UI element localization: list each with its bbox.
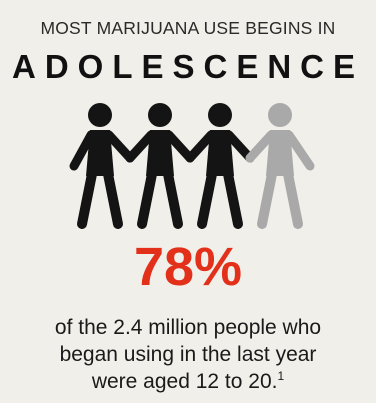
- headline-emphasis: ADOLESCENCE: [11, 48, 365, 85]
- footnote-marker: 1: [277, 369, 285, 383]
- caption: of the 2.4 million people who began usin…: [0, 314, 376, 395]
- stat-percentage: 78%: [133, 237, 243, 297]
- person-figure-light: [245, 103, 315, 229]
- person-figure-dark-1: [69, 103, 135, 229]
- caption-line-2: began using in the last year: [59, 343, 317, 366]
- paper-doll-chain-icon: [69, 103, 315, 229]
- headline: MOST MARIJUANA USE BEGINS IN: [40, 18, 336, 38]
- caption-line-1: of the 2.4 million people who: [54, 316, 322, 339]
- person-figure-dark-3: [185, 103, 255, 229]
- person-figure-dark-2: [125, 103, 195, 229]
- caption-line-3-text: were aged 12 to 20.: [91, 370, 278, 393]
- caption-line-3: were aged 12 to 20.1: [0, 368, 376, 395]
